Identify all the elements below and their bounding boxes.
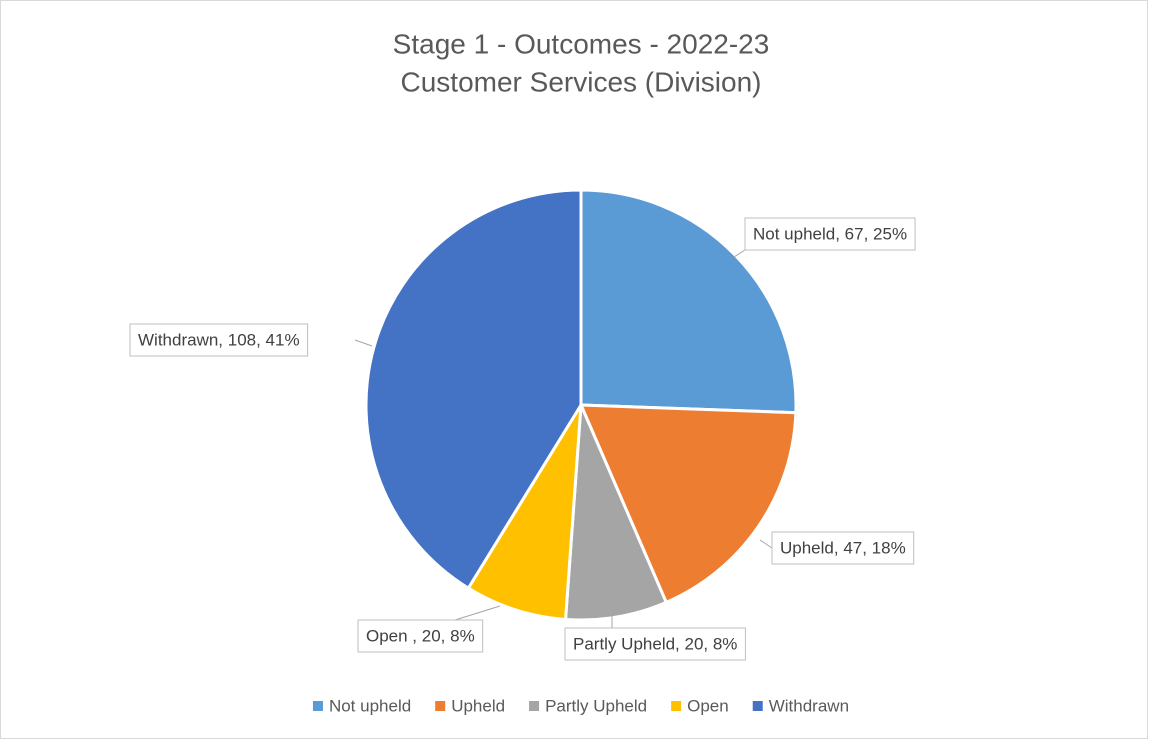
data-label-box: [129, 323, 309, 357]
pie-slice: [578, 403, 798, 605]
legend-label: Withdrawn: [769, 696, 849, 715]
leader-line: [733, 249, 746, 258]
leader-line: [759, 539, 773, 549]
data-label: Upheld, 47, 18%: [780, 538, 906, 557]
pie-slice: [364, 188, 583, 591]
pie-slice: [563, 404, 669, 622]
legend-swatch: [529, 701, 540, 711]
legend-swatch: [312, 701, 323, 711]
legend-swatch: [752, 701, 763, 711]
chart-subtitle: Customer Services (Division): [401, 66, 762, 97]
legend-label: Upheld: [451, 696, 505, 715]
data-label-box: [771, 531, 915, 565]
data-label-box: [564, 627, 746, 661]
legend-swatch: [435, 701, 446, 711]
data-label-box: [357, 619, 484, 653]
data-label: Withdrawn, 108, 41%: [138, 330, 300, 349]
leader-line: [354, 339, 373, 347]
data-label: Open , 20, 8%: [366, 626, 475, 645]
data-label-box: [744, 217, 916, 251]
legend-label: Open: [687, 696, 729, 715]
pie-slice: [466, 404, 583, 622]
legend-label: Partly Upheld: [545, 696, 647, 715]
leader-line: [454, 605, 501, 621]
legend-label: Not upheld: [329, 696, 411, 715]
chart-title: Stage 1 - Outcomes - 2022-23: [393, 28, 770, 59]
data-label: Not upheld, 67, 25%: [753, 224, 907, 243]
legend-swatch: [671, 701, 682, 711]
data-label: Partly Upheld, 20, 8%: [573, 634, 737, 653]
